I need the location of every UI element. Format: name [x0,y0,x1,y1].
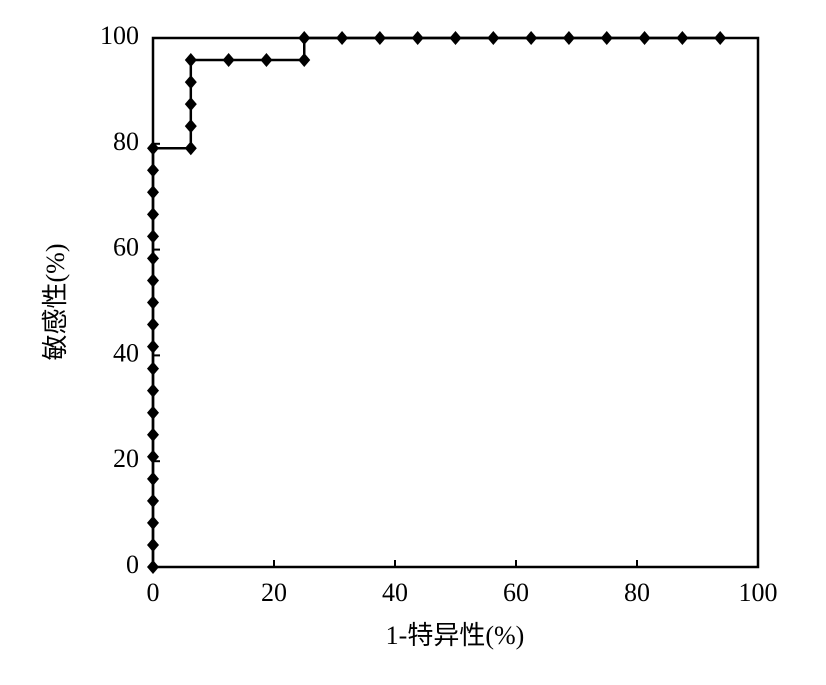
marker [147,163,159,178]
y-tick-label: 80 [113,127,139,156]
marker [147,427,159,442]
marker [260,53,273,68]
marker [147,560,159,574]
x-tick-label: 60 [503,578,529,607]
marker [487,31,500,45]
marker [298,53,311,68]
marker [562,31,575,45]
marker [676,31,689,45]
marker [714,31,727,45]
marker [184,53,197,68]
roc-line [151,36,721,567]
y-axis-label: 敏感性(%) [41,244,70,361]
marker [147,141,159,156]
x-tick-label: 80 [624,578,650,607]
y-tick-label: 0 [126,550,139,579]
x-axis-label: 1-特异性(%) [386,621,525,650]
marker [147,383,159,398]
marker [147,449,159,464]
y-tick-label: 100 [100,21,139,50]
marker [373,31,386,45]
marker [184,75,197,90]
x-tick-label: 100 [739,578,778,607]
marker [600,31,613,45]
marker [147,537,159,552]
marker [298,31,311,45]
marker [525,31,538,45]
marker [449,31,462,45]
marker [147,251,159,266]
marker [411,31,424,45]
marker [147,317,159,332]
marker [184,97,197,112]
marker [147,295,159,310]
marker [147,493,159,508]
y-tick-label: 20 [113,444,139,473]
marker [147,471,159,486]
marker [222,53,235,68]
marker [336,31,349,45]
marker [147,515,159,530]
y-tick-label: 40 [113,338,139,367]
marker [147,405,159,420]
x-tick-label: 0 [147,578,160,607]
marker [147,185,159,200]
marker [147,207,159,222]
x-tick-label: 20 [261,578,287,607]
marker [147,273,159,288]
plot-frame [151,36,760,569]
x-tick-label: 40 [382,578,408,607]
marker [147,339,159,354]
marker [184,119,197,134]
y-tick-label: 60 [113,233,139,262]
marker [184,141,197,156]
marker [147,229,159,244]
marker [638,31,651,45]
marker [147,361,159,376]
